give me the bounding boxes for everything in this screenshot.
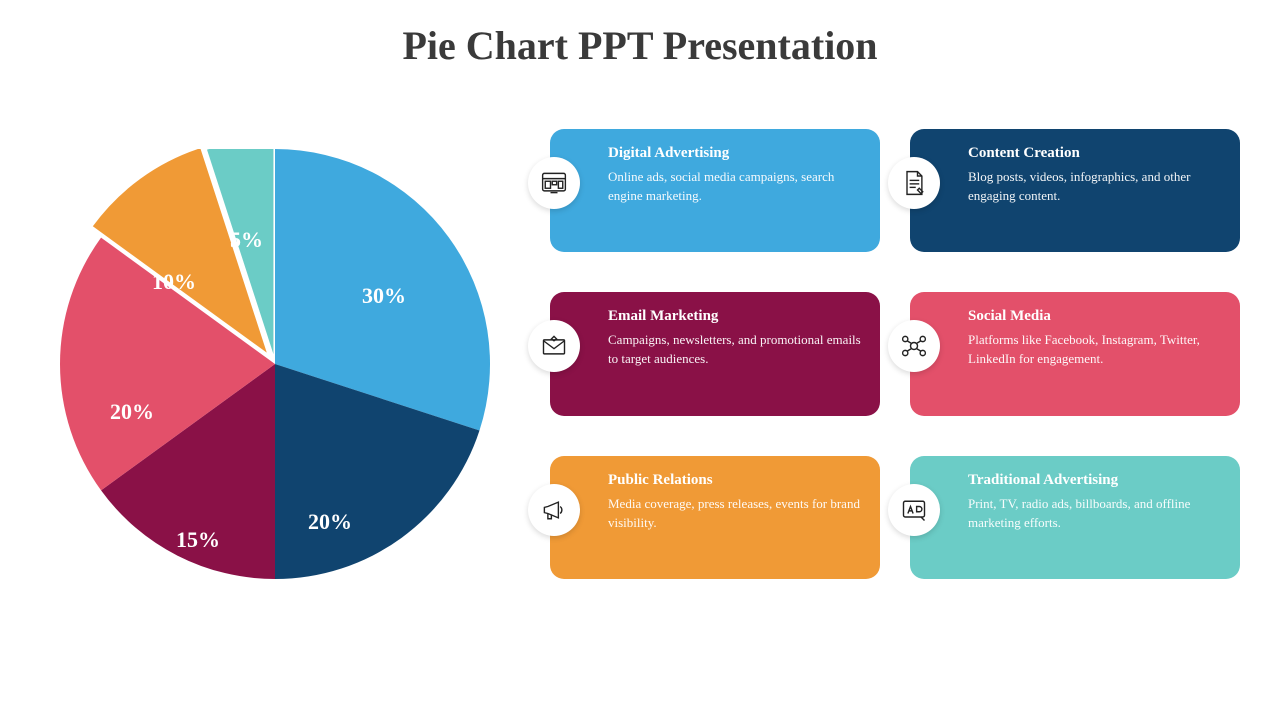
document-icon [888,157,940,209]
info-card: Email Marketing Campaigns, newsletters, a… [550,292,880,415]
pie-slice-label: 15% [176,527,220,553]
card-description: Platforms like Facebook, Instagram, Twit… [968,331,1222,369]
pie-slice-label: 20% [110,399,154,425]
megaphone-icon [528,484,580,536]
info-card: Content Creation Blog posts, videos, info… [910,129,1240,252]
cards-grid: Digital Advertising Online ads, social me… [540,99,1240,579]
card-title: Social Media [968,308,1222,325]
card-description: Media coverage, press releases, events f… [608,495,862,533]
card-description: Print, TV, radio ads, billboards, and of… [968,495,1222,533]
pie-slice-label: 20% [308,509,352,535]
page-title: Pie Chart PPT Presentation [0,0,1280,69]
pie-slice-label: 10% [152,269,196,295]
dashboard-icon [528,157,580,209]
info-card: Traditional Advertising Print, TV, radio … [910,456,1240,579]
card-title: Email Marketing [608,308,862,325]
content-row: 30% 20% 15% 20% 10% 5% Digital Advertising Onl… [0,69,1280,579]
card-description: Blog posts, videos, infographics, and ot… [968,168,1222,206]
info-card: Digital Advertising Online ads, social me… [550,129,880,252]
ad-icon [888,484,940,536]
card-description: Campaigns, newsletters, and promotional … [608,331,862,369]
info-card: Public Relations Media coverage, press re… [550,456,880,579]
card-title: Content Creation [968,145,1222,162]
pie-chart-area: 30% 20% 15% 20% 10% 5% [40,99,520,579]
card-title: Traditional Advertising [968,472,1222,489]
network-icon [888,320,940,372]
pie-chart [60,149,490,579]
card-title: Digital Advertising [608,145,862,162]
pie-slice-label: 5% [230,227,263,253]
pie-slice-label: 30% [362,283,406,309]
card-title: Public Relations [608,472,862,489]
card-description: Online ads, social media campaigns, sear… [608,168,862,206]
envelope-icon [528,320,580,372]
info-card: Social Media Platforms like Facebook, Ins… [910,292,1240,415]
